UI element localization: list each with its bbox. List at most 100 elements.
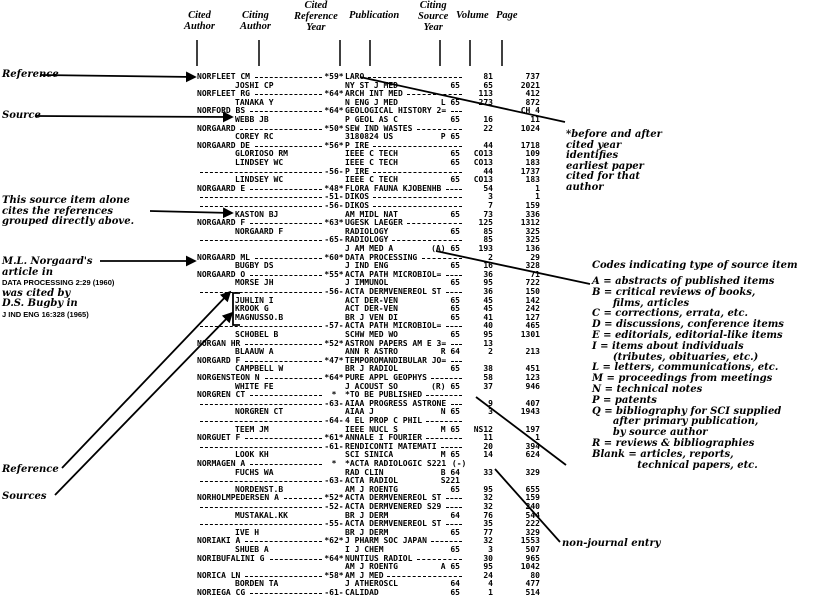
header-line: Author xyxy=(240,21,271,32)
page: 1943 xyxy=(520,407,540,417)
cited-author: NORGAARD O xyxy=(197,269,246,279)
cited-year: *52* xyxy=(324,493,344,503)
citing-author: WEBB JB xyxy=(235,115,269,124)
volume: 3 xyxy=(488,407,493,417)
source-year: 65 xyxy=(450,304,460,314)
source-year: B 64 xyxy=(440,467,460,477)
cited-year: *59* xyxy=(324,72,344,81)
leader-dashes xyxy=(200,403,322,405)
source-year: R 64 xyxy=(440,347,460,357)
code-entry: after primary publication, xyxy=(592,416,759,428)
note-reference-top: Reference xyxy=(2,69,59,80)
cited-author: NORHOLMPEDERSEN A xyxy=(197,493,279,503)
volume: 76 xyxy=(483,510,493,520)
publication: ANN R ASTRO xyxy=(345,347,398,357)
index-row: KASTON BJ AM MIDL NAT 65 73 336 xyxy=(0,209,560,220)
leader-dashes xyxy=(254,257,322,259)
index-row: -64- 4 EL PROP C PHIL xyxy=(0,416,560,426)
page: 965 xyxy=(525,553,540,563)
volume: 2 xyxy=(488,347,493,357)
note-line: author xyxy=(566,181,604,193)
page: 109 xyxy=(525,149,540,159)
leader-dashes xyxy=(200,292,322,293)
note-line: grouped directly above. xyxy=(2,216,135,227)
source-year: 65 xyxy=(450,175,460,185)
trailing-dashes xyxy=(372,197,462,199)
volume: 41 xyxy=(483,312,493,322)
source-year: 64 xyxy=(450,579,460,589)
volume: 95 xyxy=(483,484,493,494)
page: 1 xyxy=(535,192,540,202)
publication: ACTA DERMVENEREOL ST xyxy=(345,493,442,503)
index-row: -55- ACTA DERMVENEREOL ST 35 222 xyxy=(0,520,560,529)
publication: ACTA RADIOL xyxy=(345,476,398,486)
index-row: NORHOLMPEDERSEN A *52* ACTA DERMVENEREOL S… xyxy=(0,494,560,503)
cited-author: NORGARD F xyxy=(197,355,241,365)
cited-year: -61- xyxy=(324,588,344,597)
index-row: LINDSEY WC IEEE C TECH 65 CO13 183 xyxy=(0,158,560,168)
cited-year: *61* xyxy=(324,433,344,443)
index-row: WEBB JB P GEOL AS C 65 16 11 xyxy=(0,115,560,125)
page: 1718 xyxy=(520,140,540,150)
trailing-dashes xyxy=(416,128,462,130)
cited-year: *50* xyxy=(324,123,344,133)
volume: 40 xyxy=(483,321,493,331)
trailing-dashes xyxy=(450,360,462,362)
source-year: 65 xyxy=(450,295,460,305)
publication: ACTA DERMVENERED S29 xyxy=(345,502,442,511)
citing-author: KASTON BJ xyxy=(235,209,279,219)
volume: 22 xyxy=(483,123,493,133)
index-row: -51- DIKOS 3 1 xyxy=(0,193,560,202)
volume: 95 xyxy=(483,562,493,572)
page: 1024 xyxy=(520,123,540,133)
page: 197 xyxy=(525,424,540,434)
index-row: NORICA LN *58* AM J MED 24 80 xyxy=(0,571,560,581)
volume: 35 xyxy=(483,519,493,529)
trailing-dashes xyxy=(450,343,462,345)
leader-dashes xyxy=(200,481,322,483)
note-non-journal: non-journal entry xyxy=(562,538,661,549)
page: 123 xyxy=(525,373,540,382)
publication: AIAA PROGRESS ASTRONE xyxy=(345,398,447,408)
cited-author: NORGREN CT xyxy=(197,390,246,400)
code-entry: by source author xyxy=(592,427,708,439)
code-entry: E = editorials, editorial-like items xyxy=(592,329,783,341)
note-before-after: *before and after cited year identifies … xyxy=(566,129,662,193)
index-row: -65- RADIOLOGY 85 325 xyxy=(0,236,560,245)
leader-dashes xyxy=(264,378,322,379)
index-row: NORGAN HR *52* ASTRON PAPERS AM E 3= 13 xyxy=(0,339,560,349)
cited-author: NORIBUFALINI G xyxy=(197,553,265,563)
index-row: NORFORD BS *64* GEOLOGICAL HISTORY 2= CH 4 xyxy=(0,107,560,116)
publication: ACTA PATH MICROBIOL= xyxy=(345,321,442,331)
code-entry: A = abstracts of published items xyxy=(592,276,775,287)
leader-dashes xyxy=(250,593,322,594)
source-year: 65 xyxy=(450,588,460,597)
header-cited-author: Cited Author xyxy=(184,10,215,32)
code-entry: I = items about individuals xyxy=(592,340,744,352)
trailing-dashes xyxy=(441,446,462,448)
volume: 85 xyxy=(483,235,493,245)
publication: ACTA DERMVENEREOL ST xyxy=(345,519,442,529)
volume: 77 xyxy=(483,527,493,537)
publication: J AM MED A xyxy=(345,244,394,253)
leader-dashes xyxy=(245,360,322,362)
header-line: Volume xyxy=(456,10,489,21)
trailing-dashes xyxy=(446,292,462,293)
volume: 3 xyxy=(488,545,493,554)
cited-year: -56- xyxy=(324,287,344,296)
index-row: LINDSEY WC IEEE C TECH 65 CO13 183 xyxy=(0,176,560,185)
cited-author: NORFLEET RG xyxy=(197,89,250,99)
index-row: IVE H BR J DERM 65 77 329 xyxy=(0,527,560,538)
citing-author: TEEM JM xyxy=(235,424,269,434)
volume: 1 xyxy=(488,588,493,597)
page: 242 xyxy=(525,304,540,314)
citing-author: COREY RC xyxy=(235,132,274,142)
page: 1042 xyxy=(520,562,540,572)
code-entry: C = corrections, errata, etc. xyxy=(592,308,748,320)
code-entry: N = technical notes xyxy=(592,383,703,395)
citing-author: LINDSEY WC xyxy=(235,158,284,167)
page: 183 xyxy=(525,175,540,185)
publication: TEMPOROMANDIBULAR JO= xyxy=(345,355,447,365)
